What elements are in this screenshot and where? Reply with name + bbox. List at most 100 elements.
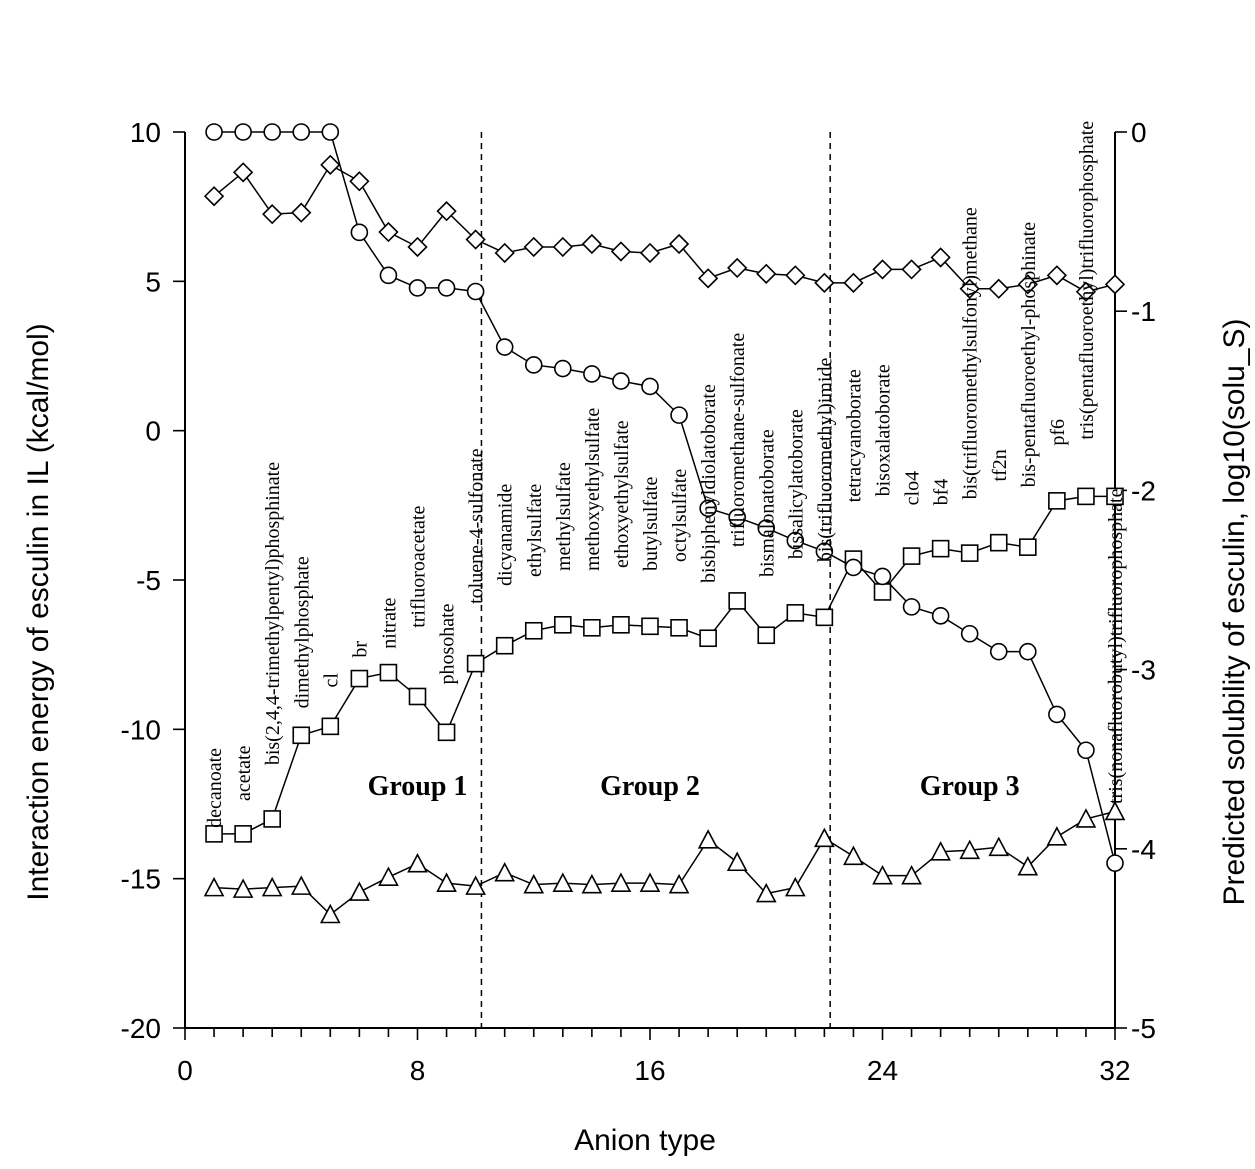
anion-label: bissalicylatoborate: [785, 409, 807, 559]
circle-point: [728, 508, 746, 527]
square-point: [670, 618, 688, 637]
triangle-point: [407, 853, 428, 873]
triangle-point: [1075, 808, 1097, 828]
x-tick-label: 24: [867, 1055, 898, 1086]
y-right-tick-label: -1: [1131, 296, 1156, 327]
square-point: [554, 615, 572, 634]
triangle-point: [581, 873, 603, 894]
square-point: [205, 825, 223, 843]
square-point: [641, 617, 659, 636]
triangle-point: [465, 875, 486, 895]
circle-point: [554, 359, 572, 378]
square-point: [437, 723, 456, 742]
anion-label: toluene-4-sulfonate: [466, 448, 488, 604]
square-point: [234, 825, 252, 843]
square-point: [1077, 487, 1095, 506]
group-dividers: [480, 132, 831, 1028]
group-labels: Group 1 Group 2 Group 3: [368, 771, 1020, 802]
square-point: [350, 669, 369, 688]
anion-label: tetracyanoborate: [843, 369, 865, 502]
circle-point: [641, 377, 659, 396]
circle-point: [931, 607, 950, 625]
anion-label: tf2n: [989, 449, 1011, 481]
triangle-point: [668, 873, 690, 894]
anion-label: dicyanamide: [495, 484, 517, 586]
circle-point: [1106, 854, 1124, 872]
anion-label: trifluoromethane-sulfonate: [727, 333, 749, 547]
square-point: [815, 608, 834, 627]
y-right-tick-label: -5: [1131, 1013, 1156, 1044]
triangle-point: [436, 872, 457, 892]
triangle-point: [261, 876, 283, 897]
y-tick-label: -20: [121, 1013, 161, 1044]
x-tick-label: 16: [634, 1055, 665, 1086]
circle-point: [292, 123, 311, 141]
triangle-point: [319, 903, 341, 924]
diamond-point: [232, 162, 254, 183]
triangle-point: [872, 864, 893, 885]
square-point: [989, 533, 1008, 552]
anion-label: cl: [320, 673, 342, 688]
diamond-point: [843, 272, 864, 293]
triangle-point: [552, 872, 574, 892]
square-point: [524, 621, 543, 640]
circle-point: [699, 499, 717, 518]
circle-point: [205, 123, 223, 141]
anion-label: methoxyethylsulfate: [582, 408, 604, 571]
y-axis-title: Interaction energy of esculin in IL (kca…: [22, 323, 55, 901]
triangle-point: [494, 861, 516, 882]
diamond-point: [581, 233, 603, 255]
diamond-point: [814, 272, 835, 293]
anion-label: bis(2,4,4-trimethylpentyl)phosphinate: [262, 462, 284, 765]
circle-point: [437, 279, 456, 297]
anion-label: ethoxyethylsulfate: [611, 420, 633, 568]
diamond-point: [930, 247, 951, 268]
circle-point: [873, 567, 892, 586]
y-tick-label: -5: [136, 565, 161, 596]
x-tick-label: 32: [1099, 1055, 1130, 1086]
circle-point: [902, 598, 921, 616]
x-tick-label: 0: [177, 1055, 193, 1086]
diamond-point: [668, 233, 690, 255]
y-right-tick-label: -4: [1131, 834, 1156, 865]
triangle-point: [843, 845, 864, 866]
axis-tick-labels: 0 8 16 24 32 10 5 0 -5 -10 -15 -20 0 -1 -2 -3 -4 -5: [121, 117, 1156, 1086]
circle-point: [350, 223, 369, 242]
anion-label: pf6: [1047, 419, 1069, 446]
diamond-point: [436, 201, 457, 222]
y-right-tick-label: -3: [1131, 655, 1156, 686]
circle-point: [379, 266, 398, 285]
triangle-point: [814, 827, 835, 848]
circle-point: [844, 558, 863, 577]
series-line-triangle: [214, 810, 1116, 916]
triangle-point: [1104, 800, 1126, 821]
anion-label: bisbiphenyldiolatoborate: [698, 384, 720, 583]
group-label: Group 2: [600, 771, 700, 802]
circle-point: [786, 531, 805, 550]
diamond-point: [872, 259, 893, 280]
square-point: [263, 810, 281, 828]
diamond-point: [901, 259, 922, 280]
circle-point: [234, 123, 252, 141]
circle-point: [321, 123, 340, 141]
square-point: [728, 592, 746, 610]
triangle-point: [639, 872, 661, 892]
diamond-point: [727, 257, 748, 279]
circle-point: [263, 123, 281, 141]
anion-label: clo4: [902, 471, 924, 505]
diamond-point: [959, 278, 980, 299]
diamond-point: [465, 229, 486, 250]
x-axis-title: Anion type: [574, 1124, 716, 1157]
square-point: [960, 544, 979, 562]
triangle-point: [726, 851, 748, 872]
triangle-point: [697, 829, 719, 849]
diamond-point: [552, 236, 573, 258]
circle-point: [583, 365, 601, 383]
square-point: [379, 663, 398, 682]
anion-label: trifluoroacetate: [408, 506, 430, 628]
diamond-point: [1017, 274, 1038, 295]
circle-point: [960, 624, 979, 643]
anion-label: methylsulfate: [553, 462, 575, 571]
anion-label: bf4: [931, 479, 953, 506]
anion-label: phosohate: [437, 603, 459, 684]
